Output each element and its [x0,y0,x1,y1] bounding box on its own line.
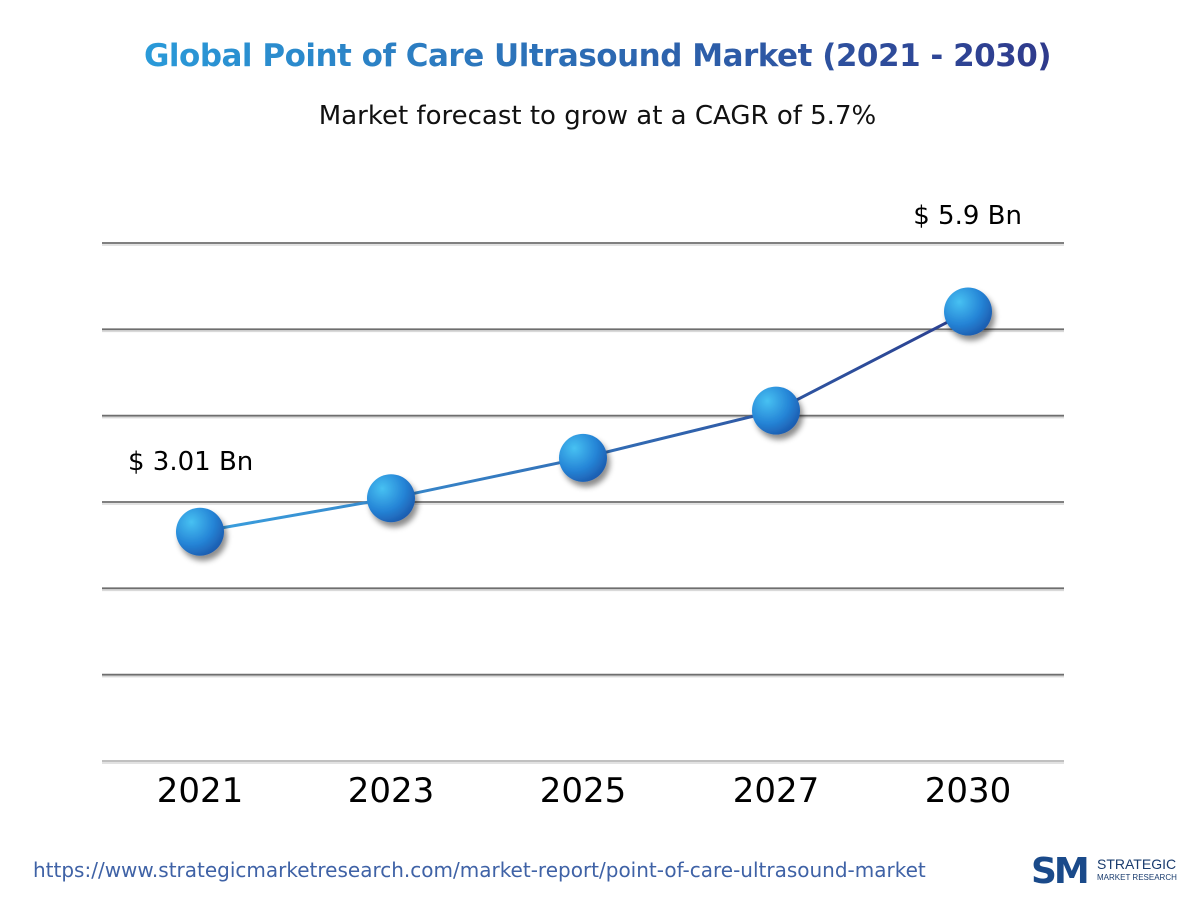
data-point [752,386,800,435]
chart-title: Global Point of Care Ultrasound Market (… [143,38,1052,74]
x-tick-label: 2027 [733,771,820,811]
source-url[interactable]: https://www.strategicmarketresearch.com/… [33,858,926,882]
data-point [367,474,415,523]
logo-line1: STRATEGIC [1097,856,1177,872]
x-tick-label: 2025 [540,771,627,811]
data-label: $ 3.01 Bn [128,447,253,477]
data-point [176,507,224,556]
chart-subtitle: Market forecast to grow at a CAGR of 5.7… [318,101,877,131]
logo-line2: MARKET RESEARCH [1097,873,1177,882]
series-line [199,310,969,534]
data-label: $ 5.9 Bn [913,201,1022,231]
x-tick-label: 2021 [157,771,244,811]
x-tick-label: 2023 [348,771,435,811]
x-tick-label: 2030 [925,771,1012,811]
data-point [559,433,607,482]
logo-text: STRATEGIC MARKET RESEARCH [1097,857,1177,884]
data-point [944,287,992,336]
company-logo: SM STRATEGIC MARKET RESEARCH [1031,851,1177,896]
logo-mark: SM [1031,851,1090,892]
